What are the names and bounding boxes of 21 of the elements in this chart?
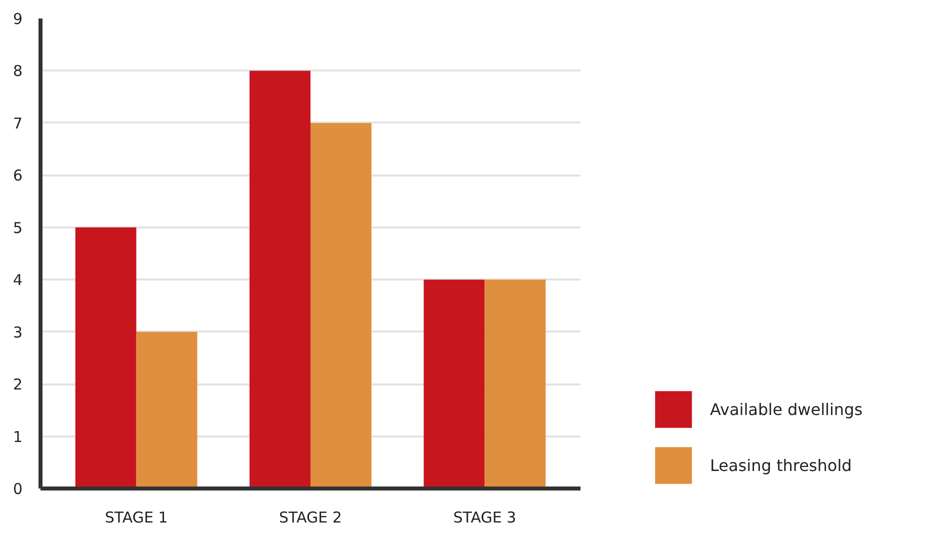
y-tick-label: 0 [12, 480, 23, 498]
x-tick-label: STAGE 2 [279, 508, 342, 526]
bar [250, 70, 310, 488]
bar [136, 332, 198, 488]
legend-label: Leasing threshold [710, 456, 852, 474]
y-tick-label: 5 [12, 218, 23, 237]
y-tick-label: 2 [12, 376, 23, 394]
y-tick-label: 9 [12, 10, 23, 28]
y-tick-label: 7 [12, 114, 23, 132]
y-tick-label: 3 [12, 323, 23, 342]
y-tick-label: 8 [12, 62, 23, 80]
y-tick-label: 6 [12, 166, 23, 185]
y-tick-label: 1 [12, 428, 23, 446]
bar [310, 122, 372, 488]
bar [484, 280, 546, 488]
y-tick-label: 4 [12, 271, 23, 290]
bar [424, 280, 485, 488]
x-tick-label: STAGE 3 [453, 508, 516, 526]
bar [75, 227, 136, 488]
x-tick-label: STAGE 1 [104, 508, 168, 526]
legend-label: Available dwellings [710, 400, 863, 418]
